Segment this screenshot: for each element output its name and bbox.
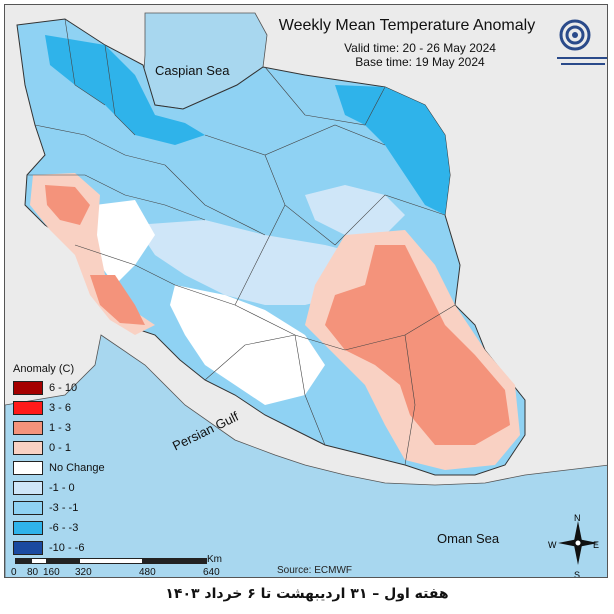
no-change-center: [170, 285, 325, 405]
legend-swatch: [13, 501, 43, 515]
legend-swatch: [13, 381, 43, 395]
slight-cool-east: [305, 185, 405, 235]
base-time: Base time: 19 May 2024: [355, 55, 485, 69]
legend-item: -1 - 0: [13, 478, 123, 498]
valid-time: Valid time: 20 - 26 May 2024: [344, 41, 496, 55]
map-frame: Weekly Mean Temperature Anomaly Valid ti…: [4, 4, 608, 578]
compass-rose-icon: [558, 521, 598, 565]
legend-label: 1 - 3: [49, 422, 72, 434]
slight-cool-center: [135, 220, 365, 305]
logo-icon: [557, 19, 607, 65]
cold-zone-ne: [335, 85, 450, 215]
oman-sea-label: Oman Sea: [437, 531, 500, 546]
legend-item: 3 - 6: [13, 398, 123, 418]
cold-zone-nw: [45, 35, 205, 145]
legend-label: 6 - 10: [49, 382, 78, 394]
scale-tick: 80: [27, 567, 39, 578]
compass-e: E: [593, 540, 600, 550]
legend-item: 6 - 10: [13, 378, 123, 398]
legend-swatch: [13, 441, 43, 455]
compass-n: N: [574, 513, 581, 523]
legend-swatch: [13, 541, 43, 555]
legend-swatch: [13, 461, 43, 475]
source-label: Source: ECMWF: [277, 565, 353, 576]
legend-label: -1 - 0: [49, 482, 75, 494]
legend-label: 3 - 6: [49, 402, 72, 414]
legend-swatch: [13, 401, 43, 415]
legend-item: 1 - 3: [13, 418, 123, 438]
legend-swatch: [13, 481, 43, 495]
legend-swatch: [13, 421, 43, 435]
no-change-west: [93, 200, 155, 285]
scale-tick: 640: [203, 567, 220, 578]
province-boundaries: [27, 18, 456, 466]
legend-item: -3 - -1: [13, 498, 123, 518]
legend-label: 0 - 1: [49, 442, 72, 454]
compass-w: W: [548, 540, 557, 550]
warm-southeast: [325, 245, 510, 445]
map-title: Weekly Mean Temperature Anomaly: [278, 17, 536, 34]
scale-tick: 320: [75, 567, 92, 578]
scale-tick: 0: [11, 567, 17, 578]
scale-unit: Km: [207, 554, 222, 565]
legend-item: No Change: [13, 458, 123, 478]
scale-tick: 160: [43, 567, 60, 578]
legend-label: -10 - -6: [49, 542, 85, 554]
warm-west: [45, 185, 90, 225]
legend-item: -6 - -3: [13, 518, 123, 538]
legend-item: 0 - 1: [13, 438, 123, 458]
iran-anomaly-map: [5, 5, 607, 577]
warm-southwest: [90, 275, 145, 325]
legend-label: -3 - -1: [49, 502, 79, 514]
legend-item: -10 - -6: [13, 538, 123, 558]
legend-label: No Change: [49, 462, 105, 474]
legend-title: Anomaly (C): [13, 363, 75, 375]
persian-caption: هفته اول – ۳۱ اردیبهشت تا ۶ خرداد ۱۴۰۳: [165, 586, 449, 602]
legend-label: -6 - -3: [49, 522, 79, 534]
caspian-sea-label: Caspian Sea: [155, 63, 230, 78]
legend: Anomaly (C) 6 - 10 3 - 6 1 - 3 0 - 1 No Chan…: [13, 363, 123, 558]
scale-tick: 480: [139, 567, 156, 578]
legend-swatch: [13, 521, 43, 535]
compass-s: S: [574, 570, 581, 578]
